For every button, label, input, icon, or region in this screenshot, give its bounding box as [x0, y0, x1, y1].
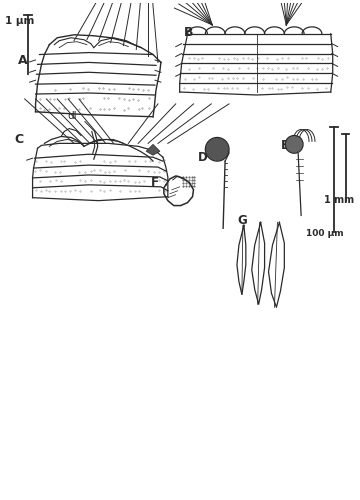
Text: dl: dl [67, 110, 77, 120]
Text: 100 μm: 100 μm [306, 229, 344, 238]
Text: G: G [237, 214, 247, 228]
Text: 1 mm: 1 mm [324, 194, 354, 204]
Text: D: D [197, 151, 207, 164]
Polygon shape [146, 144, 160, 155]
Text: C: C [15, 134, 24, 146]
Text: E: E [282, 140, 289, 152]
Text: B: B [184, 26, 193, 39]
Text: F: F [151, 176, 159, 189]
Text: A: A [18, 54, 27, 68]
Circle shape [286, 136, 302, 152]
Text: 1 μm: 1 μm [5, 16, 34, 26]
Circle shape [206, 138, 228, 160]
